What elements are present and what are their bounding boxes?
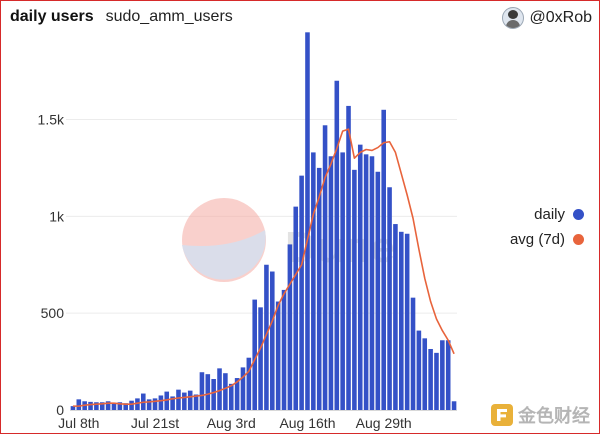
legend-label-avg: avg (7d) <box>509 231 565 248</box>
bar-daily <box>399 231 404 410</box>
bar-daily <box>440 340 445 410</box>
bar-daily <box>199 372 205 410</box>
y-tick-label: 1k <box>49 208 65 224</box>
bar-daily <box>270 271 275 410</box>
author-badge[interactable]: @0xRob <box>501 7 593 29</box>
bar-daily <box>135 398 140 410</box>
legend-item-daily[interactable]: daily <box>534 206 584 223</box>
author-name[interactable]: @0xRob <box>529 9 593 26</box>
bar-daily <box>328 156 334 410</box>
legend: daily avg (7d) <box>510 206 584 248</box>
bar-daily <box>152 398 158 410</box>
bar-daily <box>334 80 340 411</box>
query-name[interactable]: sudo_amm_users <box>105 8 233 25</box>
bar-daily <box>223 373 228 410</box>
bar-daily <box>299 175 304 410</box>
chart-header: daily users sudo_amm_users <box>10 8 233 30</box>
bar-daily <box>193 394 199 410</box>
bar-daily <box>217 368 222 410</box>
bar-daily <box>404 233 410 410</box>
bar-daily <box>422 338 428 410</box>
watermark-logo-shade-icon <box>182 230 266 280</box>
y-tick-label: 0 <box>56 402 64 418</box>
bar-daily <box>258 307 263 410</box>
bar-daily <box>434 352 439 410</box>
bar-daily <box>94 402 99 410</box>
bar-daily <box>252 299 257 410</box>
y-tick-label: 500 <box>41 305 65 321</box>
bar-daily <box>123 403 128 410</box>
bar-daily <box>176 389 181 410</box>
bar-daily <box>387 187 392 410</box>
bar-daily <box>99 402 105 410</box>
bar-daily <box>205 374 211 410</box>
bar-daily <box>369 156 375 410</box>
legend-label-daily: daily <box>534 206 565 223</box>
bar-daily <box>187 390 193 410</box>
bar-daily <box>287 244 293 410</box>
brand-watermark: 金色财经 <box>491 402 590 428</box>
bar-daily <box>340 152 345 410</box>
bar-daily <box>234 378 240 410</box>
legend-dot-avg <box>573 234 584 245</box>
bar-daily <box>445 340 451 410</box>
x-tick-label: Aug 16th <box>279 415 335 431</box>
x-tick-label: Jul 8th <box>58 415 99 431</box>
bar-daily <box>240 367 246 410</box>
line-avg-7d <box>72 128 455 407</box>
bar-daily <box>393 224 398 410</box>
y-tick-label: 1.5k <box>38 111 65 127</box>
bar-daily <box>246 357 252 410</box>
bar-daily <box>228 383 234 410</box>
bar-daily <box>170 396 175 410</box>
bar-daily <box>381 109 386 410</box>
bar-daily <box>363 154 369 410</box>
bar-daily <box>76 399 82 410</box>
bar-daily <box>375 171 381 410</box>
bar-daily <box>322 125 328 410</box>
bar-daily <box>416 330 422 410</box>
x-tick-label: Aug 3rd <box>207 415 256 431</box>
brand-text: 金色财经 <box>518 406 590 426</box>
bar-daily <box>293 206 299 410</box>
legend-dot-daily <box>573 209 584 220</box>
bar-daily <box>129 400 134 410</box>
bar-daily <box>275 301 281 410</box>
bar-daily <box>211 379 216 410</box>
legend-item-avg[interactable]: avg (7d) <box>510 231 584 248</box>
chart-title: daily users <box>10 8 94 25</box>
bar-daily <box>311 152 316 410</box>
bar-daily <box>146 399 152 410</box>
x-tick-label: Aug 29th <box>356 415 412 431</box>
x-tick-label: Jul 21st <box>131 415 179 431</box>
bar-daily <box>346 105 351 411</box>
bar-daily <box>451 401 457 410</box>
bar-daily <box>182 392 187 410</box>
bar-daily <box>305 32 310 410</box>
bar-daily <box>70 406 76 410</box>
bar-daily <box>281 289 287 410</box>
brand-logo-icon <box>491 404 513 426</box>
bar-daily <box>352 169 357 410</box>
bar-daily <box>264 264 269 410</box>
bar-daily <box>88 401 93 410</box>
bar-daily <box>111 402 117 410</box>
avatar <box>501 7 524 29</box>
bar-daily <box>428 348 433 410</box>
bar-daily <box>357 144 363 410</box>
bar-daily <box>158 395 164 410</box>
bar-daily <box>316 167 322 410</box>
bar-daily <box>164 391 170 410</box>
bar-daily <box>410 297 416 410</box>
bar-daily <box>105 401 111 410</box>
bar-daily <box>117 402 123 410</box>
